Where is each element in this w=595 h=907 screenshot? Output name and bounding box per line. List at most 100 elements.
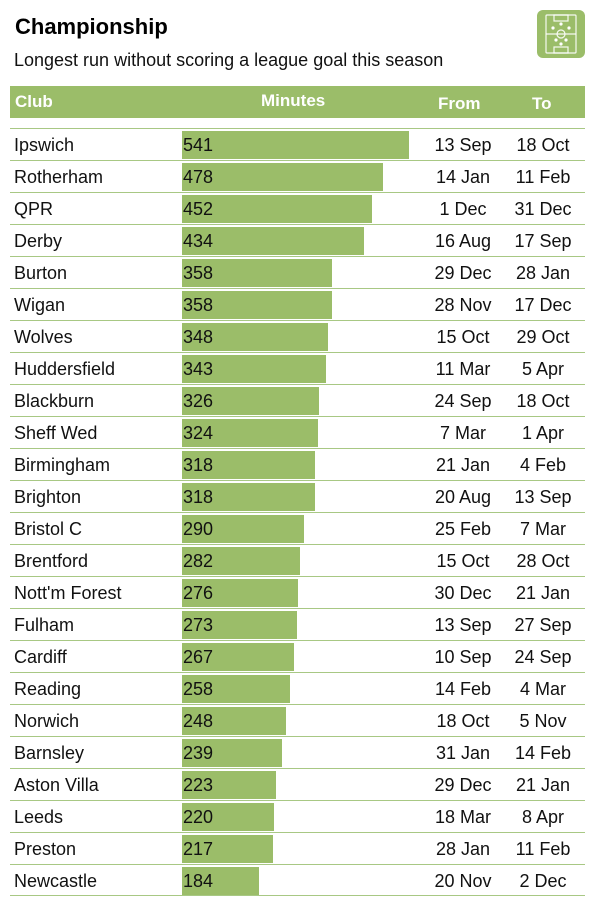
to-date: 31 Dec: [514, 199, 572, 219]
club-name: Derby: [14, 231, 63, 251]
minutes-bar: [182, 515, 304, 543]
minutes-value: 267: [183, 647, 214, 667]
from-date: 7 Mar: [439, 423, 486, 443]
from-date: 21 Jan: [435, 455, 491, 475]
minutes-value: 358: [183, 263, 214, 283]
table-row: Bristol C 290 25 Feb 7 Mar: [10, 512, 585, 544]
club-name: Wolves: [14, 327, 73, 347]
minutes-bar: [182, 259, 333, 287]
from-date: 15 Oct: [436, 327, 490, 347]
minutes-value: 184: [183, 871, 214, 891]
to-date: 2 Dec: [519, 871, 567, 891]
from-date: 14 Feb: [434, 679, 492, 699]
club-name: Newcastle: [14, 871, 98, 891]
minutes-value: 343: [183, 359, 214, 379]
club-name: QPR: [14, 199, 54, 219]
minutes-value: 282: [183, 551, 214, 571]
club-name: Leeds: [14, 807, 64, 827]
to-date: 8 Apr: [521, 807, 565, 827]
minutes-bar: [182, 643, 294, 671]
club-name: Huddersfield: [14, 359, 116, 379]
to-date: 21 Jan: [515, 583, 571, 603]
minutes-bar: [182, 163, 383, 191]
from-date: 24 Sep: [434, 391, 492, 411]
column-header-from: From: [438, 94, 481, 113]
minutes-bar: [182, 451, 316, 479]
minutes-bar: [182, 867, 260, 895]
table-row: Birmingham 318 21 Jan 4 Feb: [10, 448, 585, 480]
table-row: QPR 452 1 Dec 31 Dec: [10, 192, 585, 224]
minutes-bar: [182, 419, 318, 447]
minutes-bar: [182, 387, 319, 415]
from-date: 28 Nov: [434, 295, 492, 315]
table-row: Preston 217 28 Jan 11 Feb: [10, 832, 585, 864]
from-date: 15 Oct: [436, 551, 490, 571]
minutes-value: 223: [183, 775, 214, 795]
from-date: 31 Jan: [435, 743, 491, 763]
table-row: Norwich 248 18 Oct 5 Nov: [10, 704, 585, 736]
minutes-value: 248: [183, 711, 214, 731]
club-name: Norwich: [14, 711, 80, 731]
minutes-value: 452: [183, 199, 214, 219]
table-row: Fulham 273 13 Sep 27 Sep: [10, 608, 585, 640]
table-row: Huddersfield 343 11 Mar 5 Apr: [10, 352, 585, 384]
club-name: Burton: [14, 263, 68, 283]
data-table: Ipswich 541 13 Sep 18 Oct Rotherham 478 14 Jan…: [10, 128, 585, 896]
from-date: 13 Sep: [434, 615, 492, 635]
club-name: Birmingham: [14, 455, 111, 475]
minutes-bar: [182, 547, 301, 575]
to-date: 27 Sep: [514, 615, 572, 635]
minutes-value: 273: [183, 615, 214, 635]
from-date: 13 Sep: [434, 135, 492, 155]
to-date: 7 Mar: [519, 519, 566, 539]
to-date: 14 Feb: [514, 743, 572, 763]
club-name: Aston Villa: [14, 775, 99, 795]
table-row: Cardiff 267 10 Sep 24 Sep: [10, 640, 585, 672]
minutes-bar: [182, 579, 298, 607]
from-date: 20 Aug: [434, 487, 492, 507]
minutes-value: 276: [183, 583, 214, 603]
to-date: 4 Mar: [519, 679, 566, 699]
table-row: Sheff Wed 324 7 Mar 1 Apr: [10, 416, 585, 448]
club-name: Sheff Wed: [14, 423, 98, 443]
football-pitch-icon: [537, 10, 585, 58]
from-date: 16 Aug: [434, 231, 492, 251]
minutes-bar: [182, 675, 291, 703]
minutes-value: 220: [183, 807, 214, 827]
minutes-bar: [182, 291, 333, 319]
minutes-value: 290: [183, 519, 214, 539]
to-date: 5 Nov: [519, 711, 567, 731]
minutes-bar: [182, 131, 409, 159]
minutes-bar: [182, 707, 287, 735]
from-date: 10 Sep: [434, 647, 492, 667]
club-name: Reading: [14, 679, 82, 699]
minutes-value: 326: [183, 391, 214, 411]
chart-title: Championship: [15, 14, 168, 39]
table-row: Wolves 348 15 Oct 29 Oct: [10, 320, 585, 352]
minutes-bar: [182, 227, 365, 255]
minutes-value: 324: [183, 423, 214, 443]
minutes-bar: [182, 771, 276, 799]
table-row: Rotherham 478 14 Jan 11 Feb: [10, 160, 585, 192]
from-date: 30 Dec: [434, 583, 492, 603]
to-date: 17 Sep: [514, 231, 572, 251]
club-name: Blackburn: [14, 391, 95, 411]
column-header-club: Club: [15, 92, 53, 111]
to-date: 28 Oct: [516, 551, 570, 571]
minutes-value: 541: [183, 135, 214, 155]
minutes-value: 478: [183, 167, 214, 187]
minutes-bar: [182, 739, 283, 767]
chart-subtitle: Longest run without scoring a league goa…: [14, 50, 444, 70]
minutes-bar: [182, 803, 275, 831]
minutes-value: 239: [183, 743, 214, 763]
club-name: Nott'm Forest: [14, 583, 122, 603]
table-row: Derby 434 16 Aug 17 Sep: [10, 224, 585, 256]
table-row: Blackburn 326 24 Sep 18 Oct: [10, 384, 585, 416]
minutes-bar: [182, 835, 274, 863]
to-date: 28 Jan: [515, 263, 571, 283]
to-date: 1 Apr: [521, 423, 565, 443]
from-date: 29 Dec: [434, 263, 492, 283]
minutes-value: 318: [183, 487, 214, 507]
club-name: Fulham: [14, 615, 75, 635]
minutes-bar: [182, 323, 328, 351]
